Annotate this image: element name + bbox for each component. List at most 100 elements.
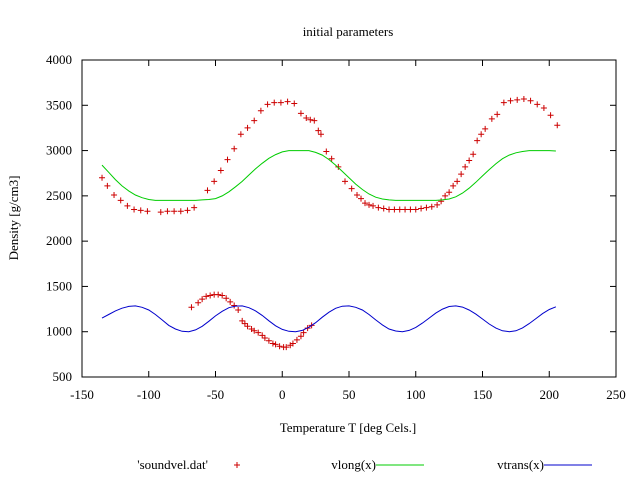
- x-tick-label: 50: [343, 387, 356, 402]
- x-tick-label: 100: [406, 387, 426, 402]
- x-tick-label: -50: [207, 387, 224, 402]
- data-point: [211, 178, 218, 185]
- data-point: [265, 337, 272, 344]
- data-point: [500, 99, 507, 106]
- data-point: [418, 205, 425, 212]
- data-point: [547, 112, 554, 119]
- data-point: [224, 156, 231, 163]
- data-point: [527, 97, 534, 104]
- data-point: [257, 107, 264, 114]
- legend: 'soundvel.dat' vlong(x) vtrans(x): [137, 457, 592, 472]
- data-point: [293, 336, 300, 343]
- data-point: [284, 98, 291, 105]
- data-point: [488, 115, 495, 122]
- data-point: [358, 195, 365, 202]
- x-tick-label: 200: [540, 387, 560, 402]
- data-point: [289, 340, 296, 347]
- x-tick-label: -100: [137, 387, 161, 402]
- x-tick-label: 150: [473, 387, 493, 402]
- data-point: [354, 191, 361, 198]
- data-point: [104, 182, 111, 189]
- data-point: [520, 95, 527, 102]
- y-tick-label: 1500: [46, 278, 72, 293]
- data-point: [466, 157, 473, 164]
- data-point: [219, 292, 226, 299]
- data-point: [315, 127, 322, 134]
- series-line: [101, 305, 557, 333]
- plot-frame: [81, 59, 617, 378]
- data-point: [117, 197, 124, 204]
- data-point: [131, 206, 138, 213]
- data-point: [227, 298, 234, 305]
- data-point: [237, 131, 244, 138]
- data-point: [297, 333, 304, 340]
- data-point: [370, 202, 377, 209]
- data-point: [144, 208, 151, 215]
- data-point: [328, 155, 335, 162]
- data-point: [462, 163, 469, 170]
- data-point: [540, 105, 547, 112]
- data-point: [407, 206, 414, 213]
- x-tick-label: 250: [606, 387, 626, 402]
- data-point: [235, 306, 242, 313]
- data-point: [259, 332, 266, 339]
- data-point: [534, 101, 541, 108]
- data-point: [283, 344, 290, 351]
- data-point: [171, 208, 178, 215]
- data-point: [99, 174, 106, 181]
- data-point: [402, 206, 409, 213]
- legend-marker: [234, 462, 240, 468]
- data-point: [124, 202, 131, 209]
- series-soundvel-points: [99, 95, 561, 216]
- data-point: [454, 178, 461, 185]
- y-tick-label: 3000: [46, 143, 72, 158]
- data-point: [203, 293, 210, 300]
- data-point: [239, 317, 246, 324]
- y-tick-label: 1000: [46, 324, 72, 339]
- data-point: [199, 296, 206, 303]
- data-point: [137, 207, 144, 214]
- data-point: [177, 208, 184, 215]
- series-vtransx: [101, 305, 557, 333]
- data-point: [244, 124, 251, 131]
- data-point: [474, 137, 481, 144]
- data-point: [271, 99, 278, 106]
- data-point: [442, 192, 449, 199]
- axis-ticks: -150 -100 -50 0 50 100 150 200 250 500 1000 1500 200…: [46, 52, 626, 402]
- y-axis-label: Density [g/cm3]: [6, 176, 21, 261]
- data-point: [317, 131, 324, 138]
- data-point: [217, 167, 224, 174]
- data-point: [204, 187, 211, 194]
- legend-label: vlong(x): [331, 457, 376, 472]
- data-point: [297, 110, 304, 117]
- x-tick-label: 0: [279, 387, 286, 402]
- x-tick-label: -150: [70, 387, 94, 402]
- data-point: [261, 335, 268, 342]
- data-point: [188, 304, 195, 311]
- data-point: [241, 320, 248, 327]
- data-point: [434, 201, 441, 208]
- data-point: [323, 148, 330, 155]
- data-point: [380, 205, 387, 212]
- data-point: [470, 151, 477, 158]
- data-point: [244, 323, 251, 330]
- chart-title: initial parameters: [303, 24, 394, 39]
- data-point: [307, 116, 314, 123]
- data-point: [478, 131, 485, 138]
- data-point: [335, 163, 342, 170]
- data-point: [348, 185, 355, 192]
- data-point: [272, 341, 279, 348]
- data-point: [255, 329, 262, 336]
- x-axis-label: Temperature T [deg Cels.]: [280, 420, 417, 435]
- data-point: [391, 206, 398, 213]
- data-point: [231, 302, 238, 309]
- data-point: [482, 125, 489, 132]
- data-point: [251, 117, 258, 124]
- legend-label: 'soundvel.dat': [137, 457, 208, 472]
- data-point: [111, 191, 118, 198]
- series-soundvel-points: [188, 291, 315, 351]
- data-point: [366, 201, 373, 208]
- data-point: [184, 207, 191, 214]
- data-point: [375, 204, 382, 211]
- data-point: [164, 208, 171, 215]
